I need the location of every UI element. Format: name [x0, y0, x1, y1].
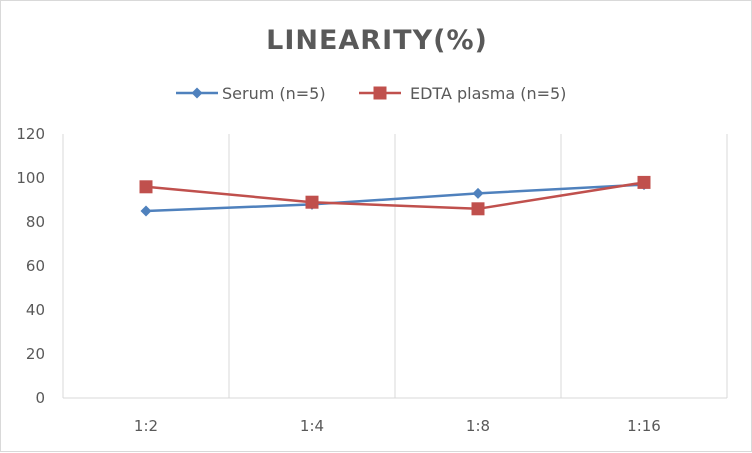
- legend: Serum (n=5) EDTA plasma (n=5): [176, 84, 566, 103]
- series-2: [139, 175, 651, 216]
- y-tick-label: 120: [16, 125, 45, 143]
- grid: [62, 134, 728, 398]
- legend-item: EDTA plasma (n=5): [359, 84, 566, 103]
- legend-marker: [373, 86, 387, 100]
- legend-marker: [191, 87, 203, 99]
- y-tick-label: 0: [35, 389, 45, 407]
- data-point: [637, 175, 651, 189]
- legend-item: Serum (n=5): [176, 84, 326, 103]
- legend-label: Serum (n=5): [222, 84, 326, 103]
- chart-title: LINEARITY(%): [266, 25, 488, 56]
- y-tick-label: 20: [26, 345, 45, 363]
- data-point: [472, 187, 484, 199]
- axes: 0 20 40 60 80 100 120 1:2 1:4 1:8 1:16: [16, 125, 727, 435]
- series-layer: [139, 175, 651, 217]
- data-point: [140, 205, 152, 217]
- series-line: [145, 183, 645, 213]
- y-tick-label: 60: [26, 257, 45, 275]
- x-tick-label: 1:4: [300, 417, 324, 435]
- data-point: [471, 202, 485, 216]
- data-point: [139, 180, 153, 194]
- x-tick-label: 1:16: [627, 417, 661, 435]
- y-tick-label: 100: [16, 169, 45, 187]
- x-tick-label: 1:8: [466, 417, 490, 435]
- series-line: [145, 181, 645, 211]
- x-tick-label: 1:2: [134, 417, 158, 435]
- data-point: [305, 195, 319, 209]
- y-tick-label: 80: [26, 213, 45, 231]
- legend-label: EDTA plasma (n=5): [410, 84, 566, 103]
- y-tick-label: 40: [26, 301, 45, 319]
